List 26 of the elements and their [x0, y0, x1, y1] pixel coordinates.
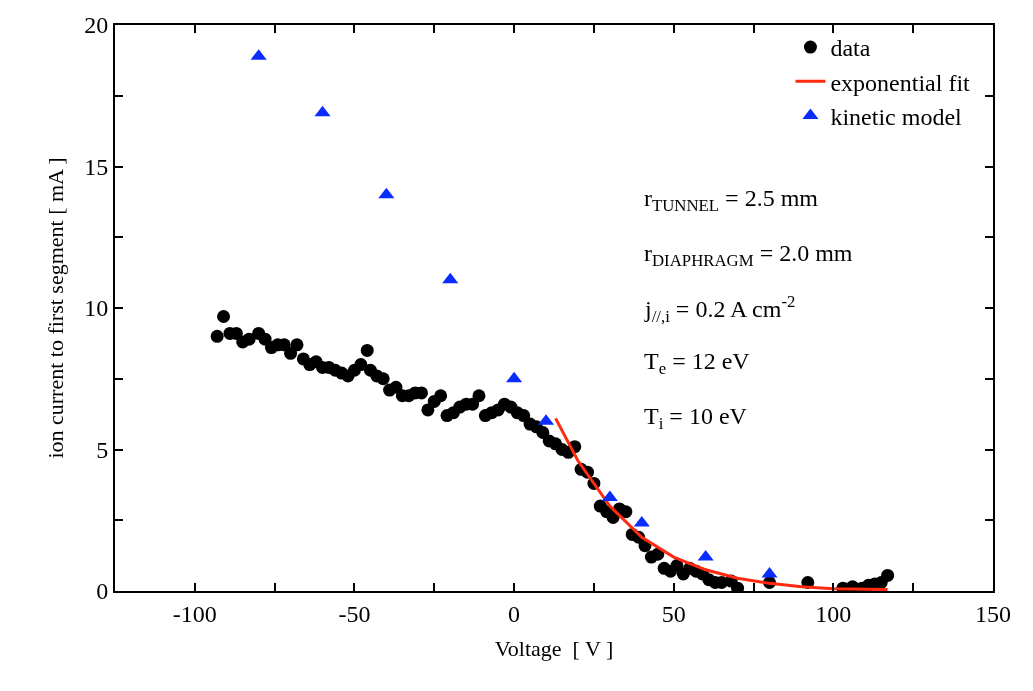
x-tick-label: 50 — [661, 600, 686, 627]
y-tick-label: 10 — [84, 295, 109, 322]
point — [601, 490, 618, 502]
point — [378, 187, 395, 199]
y-tick-label: 5 — [96, 436, 109, 463]
x-tick-label: 0 — [508, 600, 521, 627]
legend-label: exponential fit — [830, 69, 971, 96]
x-tick-label: -50 — [338, 600, 371, 627]
annotation: r$_{TUNNEL}$ = 2.5 mm — [644, 185, 819, 216]
point — [442, 272, 459, 284]
legend-label: kinetic model — [830, 103, 963, 130]
annotation: j$_{//,i}$ = 0.2 A cm$^{-2}$ — [644, 292, 796, 327]
annotation: T$_{e}$ = 12 eV — [644, 348, 751, 379]
annotation: r$_{DIAPHRAGM}$ = 2.0 mm — [644, 240, 853, 271]
y-axis-title: ion current to first segment [ mA ] — [42, 157, 68, 459]
x-axis-title: Voltage [ V ] — [494, 636, 614, 662]
point — [506, 371, 523, 383]
x-tick-label: -100 — [172, 600, 217, 627]
x-tick-label: 150 — [975, 600, 1011, 627]
x-tick-label: 100 — [815, 600, 852, 627]
y-tick-label: 0 — [96, 578, 109, 605]
y-tick-label: 15 — [84, 153, 109, 180]
y-tick-label: 20 — [84, 12, 109, 39]
legend-label: data — [830, 35, 871, 62]
point — [314, 105, 331, 117]
annotation: T$_{i}$ = 10 eV — [644, 403, 748, 434]
